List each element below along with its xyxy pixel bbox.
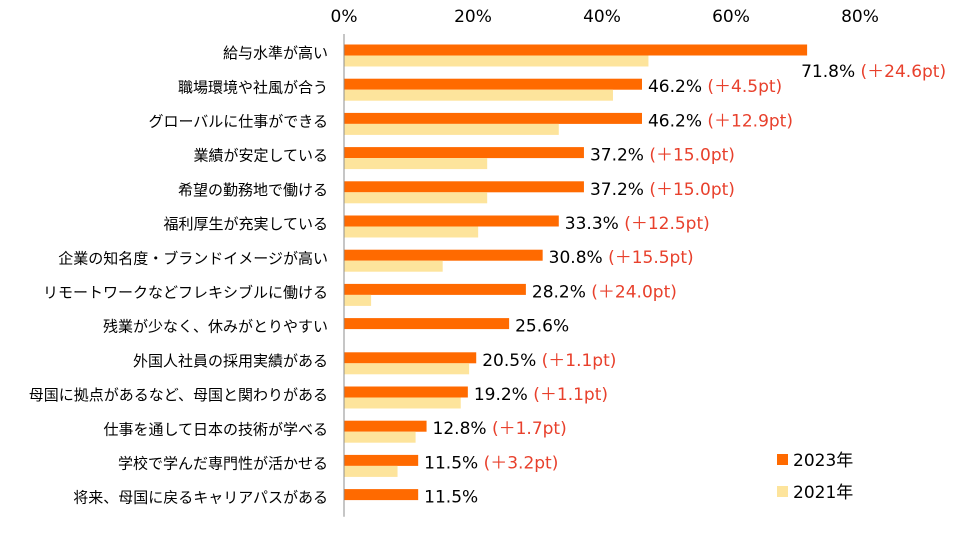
bar-2023 xyxy=(344,112,642,124)
data-label: 20.5% (＋1.1pt) xyxy=(482,351,616,371)
category-label: 将来、母国に戻るキャリアパスがある xyxy=(73,489,328,507)
bar-2021 xyxy=(344,363,470,375)
diff-label: (＋3.2pt) xyxy=(478,453,558,473)
bar-2023 xyxy=(344,78,642,90)
bar-2023 xyxy=(344,386,468,398)
bar-2021 xyxy=(344,465,398,477)
category-label: 仕事を通して日本の技術が学べる xyxy=(103,420,328,438)
diff-label: (＋24.0pt) xyxy=(586,282,677,302)
bar-2021 xyxy=(344,294,372,306)
category-label: 企業の知名度・ブランドイメージが高い xyxy=(58,249,328,267)
category-label: 業績が安定している xyxy=(193,147,328,165)
x-tick-label: 0% xyxy=(331,7,358,27)
category-label: グローバルに仕事ができる xyxy=(148,113,328,131)
bar-2023 xyxy=(344,249,543,261)
diff-label: (＋15.5pt) xyxy=(603,248,694,268)
data-label: 28.2% (＋24.0pt) xyxy=(532,282,677,302)
legend-swatch xyxy=(777,454,788,465)
data-label: 46.2% (＋12.9pt) xyxy=(648,111,793,131)
data-label: 37.2% (＋15.0pt) xyxy=(590,180,735,200)
diff-label: (＋1.1pt) xyxy=(528,385,608,405)
bar-2023 xyxy=(344,147,584,159)
bar-2023 xyxy=(344,489,419,501)
data-label: 19.2% (＋1.1pt) xyxy=(474,385,608,405)
bar-2021 xyxy=(344,397,461,409)
data-label: 46.2% (＋4.5pt) xyxy=(648,77,782,97)
data-label: 25.6% xyxy=(515,317,569,337)
legend-swatch xyxy=(777,486,788,497)
diff-label: (＋1.1pt) xyxy=(536,351,616,371)
bar-2023 xyxy=(344,181,584,193)
bar-2023 xyxy=(344,215,559,227)
data-label: 33.3% (＋12.5pt) xyxy=(565,214,710,234)
diff-label: (＋15.0pt) xyxy=(644,180,735,200)
diff-label: (＋12.9pt) xyxy=(702,111,793,131)
bar-2021 xyxy=(344,431,416,443)
bar-2023 xyxy=(344,420,427,432)
category-label: 外国人社員の採用実績がある xyxy=(133,352,328,370)
bar-2021 xyxy=(344,89,613,101)
x-tick-label: 60% xyxy=(712,7,750,27)
bar-2023 xyxy=(344,454,419,466)
x-tick-label: 40% xyxy=(583,7,621,27)
category-label: 母国に拠点があるなど、母国と関わりがある xyxy=(29,386,328,404)
bar-2021 xyxy=(344,123,559,135)
data-label: 71.8% (＋24.6pt) xyxy=(801,62,946,82)
legend-label: 2021年 xyxy=(793,483,853,503)
bar-2023 xyxy=(344,283,526,295)
diff-label: (＋15.0pt) xyxy=(644,146,735,166)
category-label: 希望の勤務地で働ける xyxy=(178,181,328,199)
bar-2021 xyxy=(344,192,488,204)
category-label: 職場環境や社風が合う xyxy=(178,78,328,96)
data-label: 37.2% (＋15.0pt) xyxy=(590,146,735,166)
bar-2021 xyxy=(344,260,443,272)
bar-2021 xyxy=(344,55,649,67)
legend-label: 2023年 xyxy=(793,451,853,471)
data-label: 11.5% xyxy=(424,488,478,508)
data-label: 11.5% (＋3.2pt) xyxy=(424,453,558,473)
bar-2023 xyxy=(344,44,808,56)
category-label: 福利厚生が充実している xyxy=(163,215,328,233)
diff-label: (＋1.7pt) xyxy=(487,419,567,439)
category-label: 給与水準が高い xyxy=(223,44,328,62)
diff-label: (＋24.6pt) xyxy=(855,62,946,82)
category-label: 残業が少なく、休みがとりやすい xyxy=(103,318,328,336)
data-label: 30.8% (＋15.5pt) xyxy=(549,248,694,268)
x-tick-label: 80% xyxy=(841,7,879,27)
category-label: リモートワークなどフレキシブルに働ける xyxy=(43,284,328,302)
bar-2023 xyxy=(344,318,510,330)
bar-2021 xyxy=(344,158,488,170)
x-tick-label: 20% xyxy=(454,7,492,27)
category-label: 学校で学んだ専門性が活かせる xyxy=(118,455,328,473)
bar-2023 xyxy=(344,352,477,364)
bar-2021 xyxy=(344,226,479,238)
diff-label: (＋12.5pt) xyxy=(619,214,710,234)
diff-label: (＋4.5pt) xyxy=(702,77,782,97)
data-label: 12.8% (＋1.7pt) xyxy=(433,419,567,439)
